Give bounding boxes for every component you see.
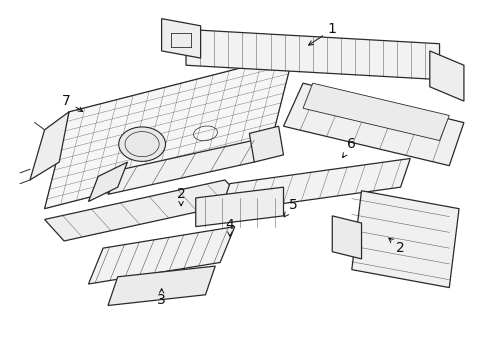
- Polygon shape: [108, 137, 268, 194]
- Polygon shape: [161, 19, 200, 58]
- Polygon shape: [249, 126, 283, 162]
- Polygon shape: [220, 158, 409, 212]
- Text: 7: 7: [62, 94, 82, 112]
- Polygon shape: [108, 266, 215, 306]
- Polygon shape: [88, 162, 127, 202]
- Polygon shape: [185, 30, 439, 80]
- Polygon shape: [44, 54, 293, 209]
- Text: 3: 3: [157, 289, 165, 307]
- Polygon shape: [429, 51, 463, 101]
- Polygon shape: [303, 83, 448, 140]
- Text: 4: 4: [225, 218, 234, 236]
- Circle shape: [119, 127, 165, 161]
- Text: 1: 1: [308, 22, 336, 45]
- Polygon shape: [331, 216, 361, 259]
- Polygon shape: [195, 187, 283, 226]
- Text: 5: 5: [284, 198, 297, 217]
- Polygon shape: [283, 83, 463, 166]
- Polygon shape: [351, 191, 458, 288]
- Polygon shape: [88, 226, 234, 284]
- Text: 6: 6: [342, 137, 355, 158]
- Text: 2: 2: [388, 238, 404, 255]
- Polygon shape: [44, 180, 244, 241]
- Text: 2: 2: [176, 187, 185, 206]
- Polygon shape: [30, 112, 69, 180]
